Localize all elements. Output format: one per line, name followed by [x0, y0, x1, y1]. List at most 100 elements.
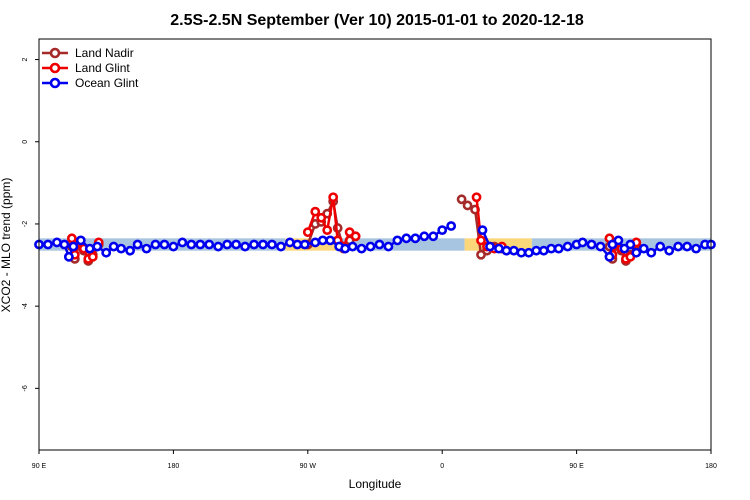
data-point: [231, 239, 242, 250]
data-point: [476, 235, 486, 246]
data-point: [316, 212, 327, 223]
data-point: [562, 241, 573, 252]
data-point: [392, 235, 403, 246]
data-point: [87, 251, 98, 262]
data-point: [682, 241, 693, 252]
data-point: [132, 239, 143, 250]
data-point: [66, 233, 77, 244]
data-point: [485, 241, 495, 252]
data-point: [365, 241, 376, 252]
data-point: [92, 241, 103, 252]
data-point: [325, 235, 336, 246]
data-point: [204, 239, 215, 250]
data-point: [462, 200, 473, 211]
data-point: [213, 241, 224, 252]
data-point: [553, 243, 564, 254]
data-point: [317, 235, 328, 246]
data-point: [428, 231, 439, 242]
data-point: [531, 245, 542, 256]
data-point: [577, 237, 588, 248]
data-point: [456, 194, 467, 205]
data-point: [631, 247, 642, 258]
data-point: [168, 241, 179, 252]
series-land-nadir: [66, 194, 642, 266]
data-point: [625, 239, 636, 250]
y-axis: 2 0 -2 -4 -6: [22, 58, 39, 391]
data-point: [222, 239, 233, 250]
x-tick-label: 90 E: [32, 463, 47, 470]
data-point: [350, 231, 361, 242]
data-point: [673, 241, 684, 252]
data-point: [410, 233, 421, 244]
data-point: [508, 245, 519, 256]
data-point: [310, 206, 321, 217]
data-point: [356, 243, 367, 254]
x-tick-label: 90 E: [569, 463, 584, 470]
y-tick-label: -6: [22, 385, 29, 391]
data-point: [302, 227, 313, 238]
data-point: [586, 239, 597, 250]
data-point: [501, 245, 512, 256]
x-tick-label: 0: [440, 463, 444, 470]
data-point: [292, 239, 303, 250]
chart-title: 2.5S-2.5N September (Ver 10) 2015-01-01 …: [170, 12, 584, 29]
data-point: [646, 247, 657, 258]
data-point: [664, 245, 675, 256]
data-point: [108, 241, 119, 252]
data-point: [177, 237, 188, 248]
data-point: [43, 239, 53, 250]
y-tick-label: -2: [22, 221, 29, 227]
data-point: [322, 225, 333, 236]
data-point: [75, 235, 86, 246]
data-point: [159, 239, 170, 250]
y-tick-label: 0: [22, 140, 29, 144]
data-point: [383, 241, 394, 252]
data-point: [613, 235, 624, 246]
x-tick-label: 180: [168, 463, 180, 470]
y-axis-label: XCO2 - MLO trend (ppm): [0, 178, 13, 313]
y-tick-label: 2: [22, 58, 29, 62]
data-point: [101, 247, 112, 258]
data-point: [150, 239, 161, 250]
data-point: [195, 239, 206, 250]
data-point: [276, 241, 286, 252]
data-point: [638, 243, 649, 254]
data-point: [419, 231, 430, 242]
plot-frame: [38, 38, 712, 451]
data-point: [249, 239, 259, 250]
x-tick-label: 90 W: [300, 463, 317, 470]
data-point: [284, 237, 295, 248]
data-point: [494, 243, 504, 254]
series-ocean-glint: [34, 221, 716, 262]
data-point: [437, 225, 448, 236]
x-tick-label: 180: [705, 463, 717, 470]
data-point: [59, 239, 70, 250]
legend-marker: [49, 47, 61, 59]
data-point: [258, 239, 268, 250]
legend-marker: [49, 62, 61, 74]
data-point: [523, 247, 534, 258]
data-point: [328, 192, 339, 203]
data-point: [691, 243, 701, 254]
legend-marker: [49, 77, 61, 89]
x-axis: 90 E 180 90 W 0 90 E 180: [32, 450, 717, 470]
series-layer: [34, 192, 716, 266]
data-point: [471, 192, 482, 203]
x-axis-label: Longitude: [349, 477, 402, 491]
data-point: [186, 239, 197, 250]
data-point: [52, 237, 62, 248]
data-point: [477, 225, 488, 236]
data-point: [516, 247, 527, 258]
data-point: [84, 243, 95, 254]
legend-label: Land Nadir: [75, 46, 134, 60]
data-point: [446, 221, 457, 231]
data-point: [141, 243, 152, 254]
data-point: [595, 241, 606, 252]
data-point: [340, 243, 351, 254]
data-point: [125, 245, 135, 256]
data-point: [538, 245, 549, 256]
y-tick-label: -4: [22, 303, 29, 309]
data-point: [240, 241, 250, 252]
data-point: [267, 239, 277, 250]
